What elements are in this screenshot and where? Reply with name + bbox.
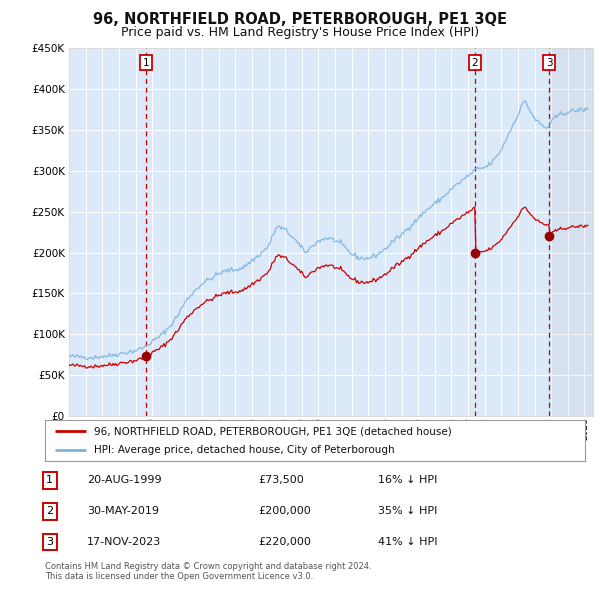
- Text: 3: 3: [46, 537, 53, 547]
- Text: 1: 1: [46, 476, 53, 486]
- Text: 20-AUG-1999: 20-AUG-1999: [87, 476, 161, 486]
- Text: 3: 3: [546, 58, 553, 68]
- Text: 16% ↓ HPI: 16% ↓ HPI: [378, 476, 437, 486]
- Text: £200,000: £200,000: [258, 506, 311, 516]
- Bar: [549, 48, 593, 416]
- Text: 2: 2: [46, 506, 53, 516]
- Text: 17-NOV-2023: 17-NOV-2023: [87, 537, 161, 547]
- Text: Price paid vs. HM Land Registry's House Price Index (HPI): Price paid vs. HM Land Registry's House …: [121, 26, 479, 39]
- Text: 2: 2: [472, 58, 478, 68]
- Text: £73,500: £73,500: [258, 476, 304, 486]
- Text: Contains HM Land Registry data © Crown copyright and database right 2024.
This d: Contains HM Land Registry data © Crown c…: [45, 562, 371, 581]
- Text: 96, NORTHFIELD ROAD, PETERBOROUGH, PE1 3QE: 96, NORTHFIELD ROAD, PETERBOROUGH, PE1 3…: [93, 12, 507, 27]
- Text: 30-MAY-2019: 30-MAY-2019: [87, 506, 159, 516]
- Text: 41% ↓ HPI: 41% ↓ HPI: [378, 537, 437, 547]
- Text: HPI: Average price, detached house, City of Peterborough: HPI: Average price, detached house, City…: [94, 445, 394, 455]
- Text: 96, NORTHFIELD ROAD, PETERBOROUGH, PE1 3QE (detached house): 96, NORTHFIELD ROAD, PETERBOROUGH, PE1 3…: [94, 426, 451, 436]
- Text: 1: 1: [143, 58, 149, 68]
- Text: £220,000: £220,000: [258, 537, 311, 547]
- Text: 35% ↓ HPI: 35% ↓ HPI: [378, 506, 437, 516]
